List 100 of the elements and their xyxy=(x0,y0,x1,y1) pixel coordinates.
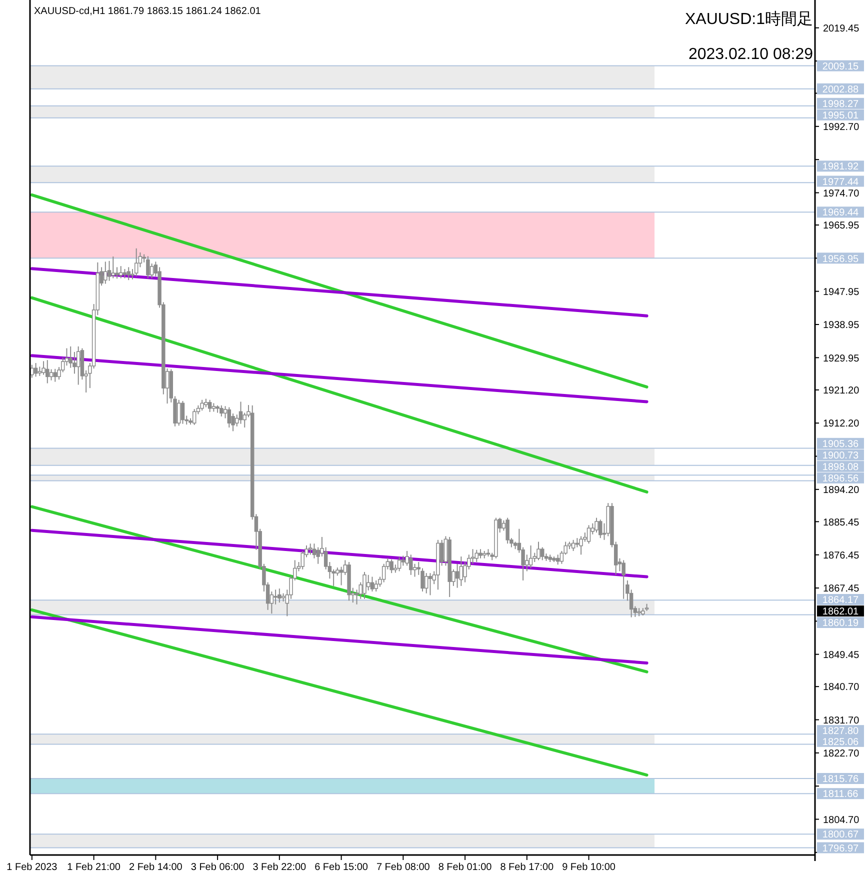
ref-line-label: 1896.56 xyxy=(822,474,860,485)
y-tick-label: 1885.45 xyxy=(823,517,860,528)
y-tick-label: 1992.70 xyxy=(823,122,860,134)
legend-label: 1900.73 xyxy=(822,450,860,462)
candlestick xyxy=(401,555,406,566)
candlestick xyxy=(409,554,413,576)
candlestick xyxy=(390,558,394,574)
candlestick xyxy=(362,571,366,600)
candlestick xyxy=(455,563,460,588)
y-tick-label: 2019.45 xyxy=(823,23,860,34)
candlestick xyxy=(177,399,181,426)
ref-line-label: 1825.06 xyxy=(822,737,860,748)
candlestick xyxy=(374,580,378,592)
candlestick xyxy=(370,576,374,592)
candlestick xyxy=(107,260,112,282)
candlestick xyxy=(397,556,402,572)
ref-line-label: 1815.76 xyxy=(822,774,860,786)
x-tick-label: 6 Feb 15:00 xyxy=(314,862,368,873)
candlestick xyxy=(556,554,560,566)
candlestick xyxy=(122,268,127,279)
y-tick-label: 1840.70 xyxy=(823,682,860,694)
candlestick xyxy=(339,566,344,586)
ref-line-label: 1811.66 xyxy=(822,789,859,800)
y-tick-label: 1965.95 xyxy=(823,220,860,232)
x-tick-label: 7 Feb 08:00 xyxy=(376,862,430,873)
candlestick xyxy=(180,400,185,424)
candlestick xyxy=(594,517,598,534)
candlestick xyxy=(208,399,212,413)
candlestick xyxy=(579,536,583,556)
ref-line-label: 2009.15 xyxy=(822,61,860,72)
candlestick xyxy=(227,406,232,428)
text: 2023.02.10 08:29 xyxy=(688,46,814,63)
candlestick xyxy=(200,399,204,412)
x-tick-label: 3 Feb 22:00 xyxy=(252,862,307,873)
y-tick-label: 1831.70 xyxy=(823,715,860,726)
candlestick xyxy=(308,543,312,556)
candlestick xyxy=(278,588,282,604)
y-tick-label: 1876.45 xyxy=(823,550,860,562)
ref-line-label: 1864.17 xyxy=(822,595,860,606)
y-tick-label: 1849.45 xyxy=(823,650,860,661)
y-tick-label: 1894.20 xyxy=(823,485,860,496)
ref-line-label: 1969.44 xyxy=(822,208,860,219)
y-tick-label: 1929.95 xyxy=(823,353,860,364)
candlestick xyxy=(238,401,243,424)
candlestick xyxy=(192,408,196,426)
y-tick-label: 1867.45 xyxy=(823,584,860,595)
ref-line-label: 1827.80 xyxy=(822,726,860,738)
candlestick xyxy=(76,346,80,386)
candlestick xyxy=(540,546,544,561)
ref-line-label: 1796.97 xyxy=(822,843,860,854)
candlestick xyxy=(528,544,533,569)
ref-line-label: 1898.08 xyxy=(822,462,860,474)
candlestick xyxy=(478,548,482,559)
candlestick xyxy=(126,266,130,281)
candlestick xyxy=(146,256,150,279)
text: XAUUSD:1時間足 xyxy=(684,10,813,28)
candlestick xyxy=(622,560,626,600)
ref-line-label: 1956.95 xyxy=(822,254,860,265)
candlestick xyxy=(104,261,108,284)
y-tick-label: 1822.70 xyxy=(823,748,860,760)
candlestick xyxy=(366,574,370,591)
candlestick xyxy=(536,541,540,561)
x-tick-label: 1 Feb 21:00 xyxy=(67,862,121,873)
y-tick-label: 1947.95 xyxy=(823,286,860,298)
candlestick xyxy=(586,524,591,544)
candlestick xyxy=(111,256,116,279)
candlestick xyxy=(424,572,428,594)
y-tick-label: 1912.20 xyxy=(823,418,860,430)
candlestick xyxy=(46,360,50,384)
ref-line-label: 2002.88 xyxy=(822,84,860,96)
candlestick xyxy=(598,519,602,539)
text: 1862.01 xyxy=(822,606,860,618)
y-tick-label: 1974.70 xyxy=(823,188,860,200)
annotation: XAUUSD-cd,H1 1861.79 1863.15 1861.24 1862.01 xyxy=(34,6,262,17)
candlestick xyxy=(134,248,138,277)
candlestick xyxy=(506,517,510,544)
candlestick xyxy=(274,589,278,605)
x-tick-label: 3 Feb 06:00 xyxy=(190,862,245,873)
candlestick xyxy=(53,368,58,382)
ref-line-label: 1977.44 xyxy=(822,176,860,188)
x-tick-label: 8 Feb 01:00 xyxy=(438,862,492,873)
candlestick xyxy=(115,266,119,280)
y-tick-label: 1938.95 xyxy=(823,320,860,332)
x-tick-label: 2 Feb 14:00 xyxy=(128,862,183,873)
candlestick xyxy=(571,539,576,552)
ref-line-label: 1800.67 xyxy=(822,830,860,841)
ref-line-label: 1981.92 xyxy=(822,162,860,173)
ref-line-label: 1995.01 xyxy=(822,110,860,122)
candlestick xyxy=(49,368,54,381)
x-tick-label: 1 Feb 2023 xyxy=(6,862,58,873)
candlestick xyxy=(150,263,154,279)
candlestick xyxy=(428,572,432,596)
x-tick-label: 9 Feb 10:00 xyxy=(562,862,616,873)
y-tick-label: 1921.20 xyxy=(823,386,860,397)
ref-line-label: 1905.36 xyxy=(822,439,860,450)
candlestick xyxy=(220,404,224,417)
candlestick xyxy=(459,556,464,586)
ref-line-label: 1860.19 xyxy=(822,618,860,630)
ref-line-label: 1998.27 xyxy=(822,99,860,110)
y-tick-label: 1804.70 xyxy=(823,814,860,826)
